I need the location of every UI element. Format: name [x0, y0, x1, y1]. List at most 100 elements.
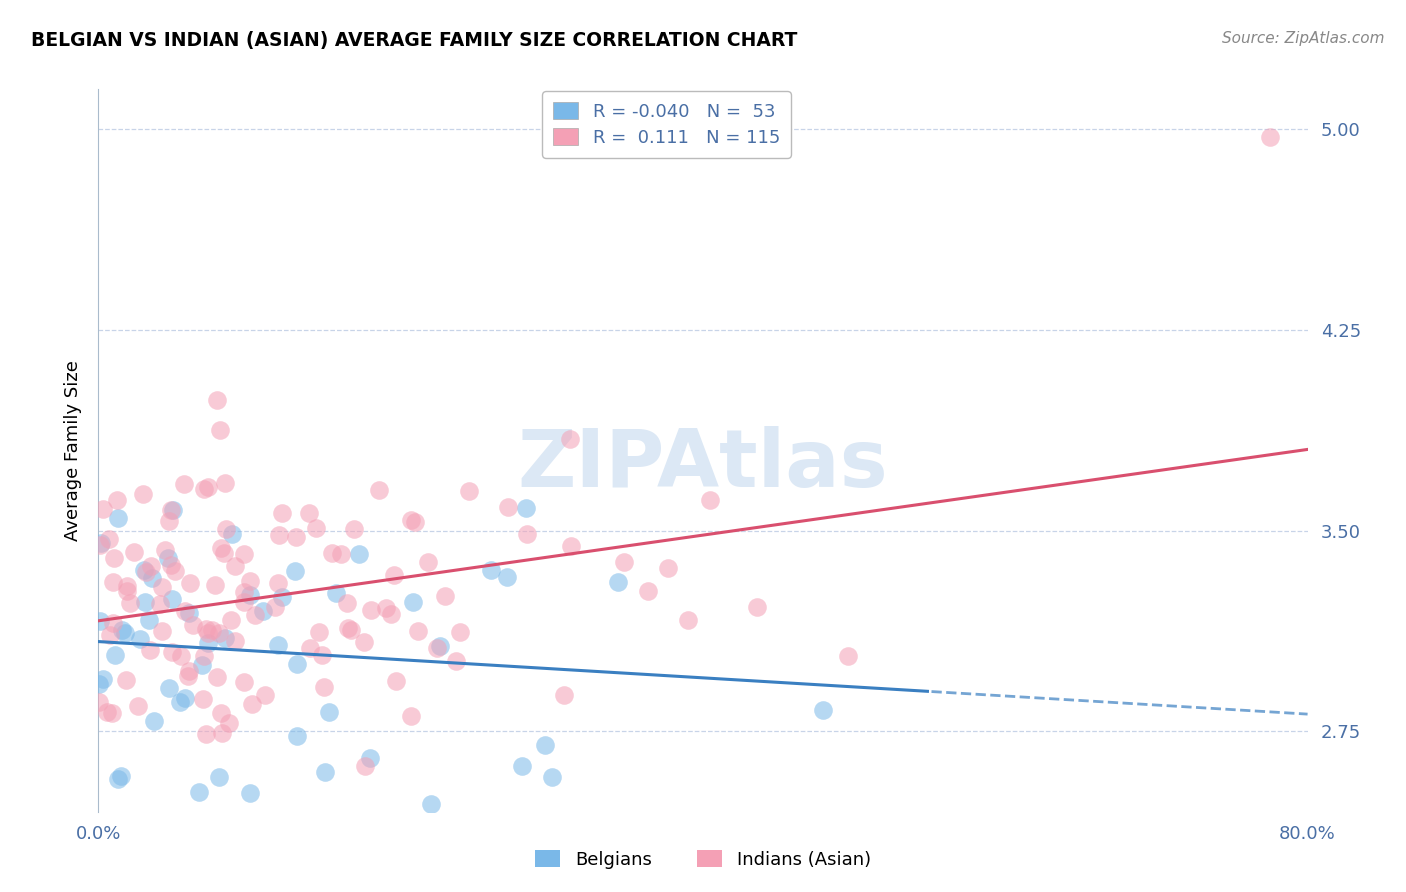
Point [191, 657, 214, 672]
Point [195, 727, 218, 741]
Text: BELGIAN VS INDIAN (ASIAN) AVERAGE FAMILY SIZE CORRELATION CHART: BELGIAN VS INDIAN (ASIAN) AVERAGE FAMILY… [31, 31, 797, 50]
Point [194, 622, 217, 636]
Point [271, 506, 294, 520]
Point [101, 706, 124, 720]
Point [496, 500, 519, 514]
Point [139, 558, 162, 573]
Point [150, 580, 173, 594]
Point [101, 616, 124, 631]
Point [252, 604, 274, 618]
Legend: Belgians, Indians (Asian): Belgians, Indians (Asian) [529, 843, 877, 876]
Point [162, 503, 184, 517]
Point [360, 751, 382, 765]
Point [150, 624, 173, 639]
Point [516, 527, 538, 541]
Point [96, 706, 118, 720]
Point [208, 423, 231, 437]
Point [837, 648, 859, 663]
Point [1258, 130, 1281, 145]
Point [382, 567, 405, 582]
Point [330, 547, 353, 561]
Point [325, 586, 347, 600]
Point [360, 603, 382, 617]
Point [240, 698, 263, 712]
Point [314, 764, 336, 779]
Point [495, 570, 517, 584]
Point [254, 688, 277, 702]
Point [179, 576, 201, 591]
Point [613, 555, 636, 569]
Point [314, 681, 336, 695]
Point [429, 639, 451, 653]
Point [433, 589, 456, 603]
Point [811, 703, 834, 717]
Point [267, 576, 290, 591]
Point [134, 594, 156, 608]
Point [87, 695, 110, 709]
Point [449, 625, 471, 640]
Point [657, 561, 679, 575]
Point [214, 631, 236, 645]
Point [558, 432, 581, 446]
Point [267, 528, 290, 542]
Point [214, 475, 236, 490]
Point [353, 759, 375, 773]
Point [177, 668, 200, 682]
Text: Source: ZipAtlas.com: Source: ZipAtlas.com [1222, 31, 1385, 46]
Point [426, 640, 449, 655]
Point [209, 541, 232, 556]
Point [191, 692, 214, 706]
Point [160, 558, 183, 572]
Point [197, 480, 219, 494]
Point [444, 654, 467, 668]
Point [458, 484, 481, 499]
Point [224, 634, 246, 648]
Point [122, 545, 145, 559]
Point [239, 574, 262, 588]
Point [197, 625, 219, 640]
Point [135, 565, 157, 579]
Point [607, 575, 630, 590]
Point [115, 673, 138, 688]
Point [263, 600, 285, 615]
Point [117, 579, 139, 593]
Point [101, 574, 124, 589]
Point [91, 672, 114, 686]
Point [510, 759, 533, 773]
Point [165, 565, 187, 579]
Point [212, 546, 235, 560]
Point [129, 632, 152, 646]
Point [208, 770, 231, 784]
Y-axis label: Average Family Size: Average Family Size [63, 360, 82, 541]
Point [141, 570, 163, 584]
Point [298, 640, 321, 655]
Point [408, 624, 430, 638]
Point [193, 482, 215, 496]
Point [187, 784, 209, 798]
Point [321, 546, 343, 560]
Point [162, 645, 184, 659]
Point [215, 522, 238, 536]
Point [515, 501, 537, 516]
Point [311, 648, 333, 663]
Point [267, 639, 290, 653]
Point [239, 588, 262, 602]
Point [416, 555, 439, 569]
Point [239, 786, 262, 800]
Point [110, 769, 132, 783]
Point [404, 515, 426, 529]
Point [177, 606, 200, 620]
Point [401, 513, 423, 527]
Point [380, 607, 402, 621]
Point [340, 623, 363, 637]
Text: ZIPAtlas: ZIPAtlas [517, 425, 889, 504]
Point [699, 492, 721, 507]
Point [553, 689, 575, 703]
Point [107, 772, 129, 786]
Point [98, 628, 121, 642]
Point [343, 522, 366, 536]
Point [285, 729, 308, 743]
Point [139, 643, 162, 657]
Point [107, 510, 129, 524]
Point [318, 705, 340, 719]
